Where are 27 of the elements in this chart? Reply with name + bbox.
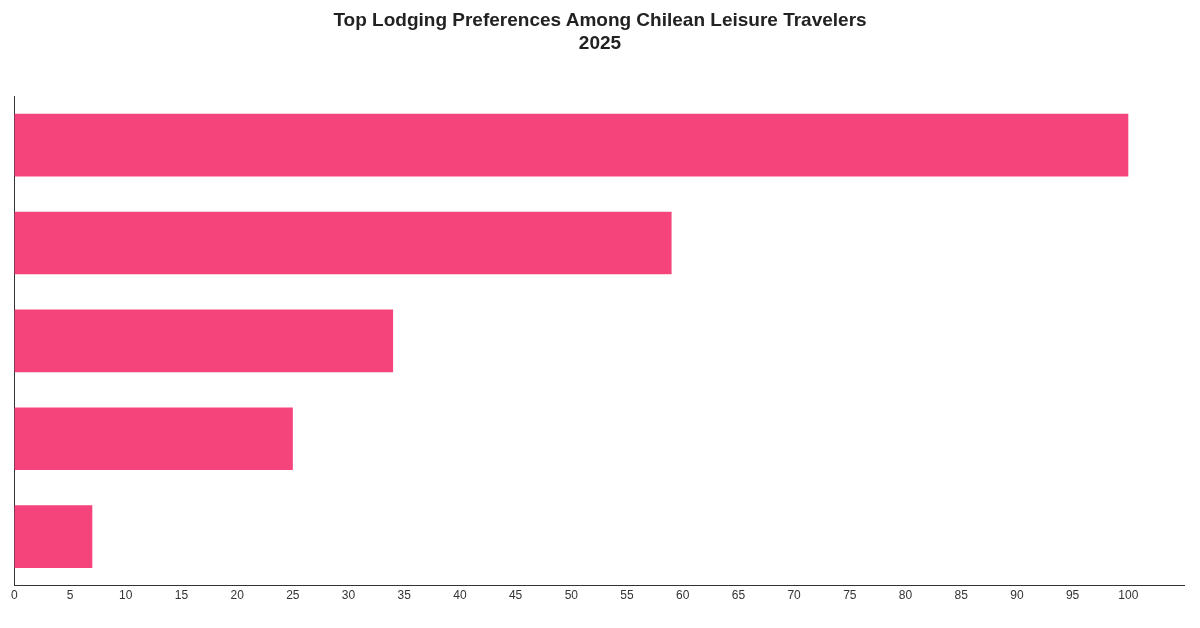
x-tick-label: 0 <box>10 588 18 603</box>
x-tick-label: 60 <box>676 588 690 603</box>
x-tick-label: 25 <box>286 588 300 603</box>
x-tick-label: 15 <box>174 588 189 603</box>
x-tick-label: 35 <box>397 588 412 603</box>
x-tick-label: 50 <box>564 588 579 603</box>
bar <box>14 211 672 275</box>
x-tick-label: 45 <box>508 588 523 603</box>
bar <box>14 407 293 471</box>
x-tick-label: 80 <box>898 588 913 603</box>
x-tick-label: 10 <box>119 588 133 603</box>
bar <box>14 309 394 373</box>
x-tick-label: 20 <box>230 588 245 603</box>
x-tick-label: 65 <box>731 588 746 603</box>
x-tick-label: 5 <box>66 588 74 603</box>
x-tick-label: 55 <box>620 588 635 603</box>
x-tick-label: 85 <box>954 588 969 603</box>
x-tick-label: 30 <box>341 588 356 603</box>
bar <box>14 505 93 568</box>
chart-title: Top Lodging Preferences Among Chilean Leisure Travelers 2025 <box>332 8 868 54</box>
x-tick-label: 70 <box>787 588 802 603</box>
x-tick-label: 95 <box>1065 588 1080 603</box>
x-tick-label: 40 <box>453 588 467 603</box>
x-tick-label: 100 <box>1118 588 1139 603</box>
bar <box>14 113 1129 177</box>
x-tick-label: 90 <box>1010 588 1024 603</box>
x-tick-label: 75 <box>843 588 857 603</box>
